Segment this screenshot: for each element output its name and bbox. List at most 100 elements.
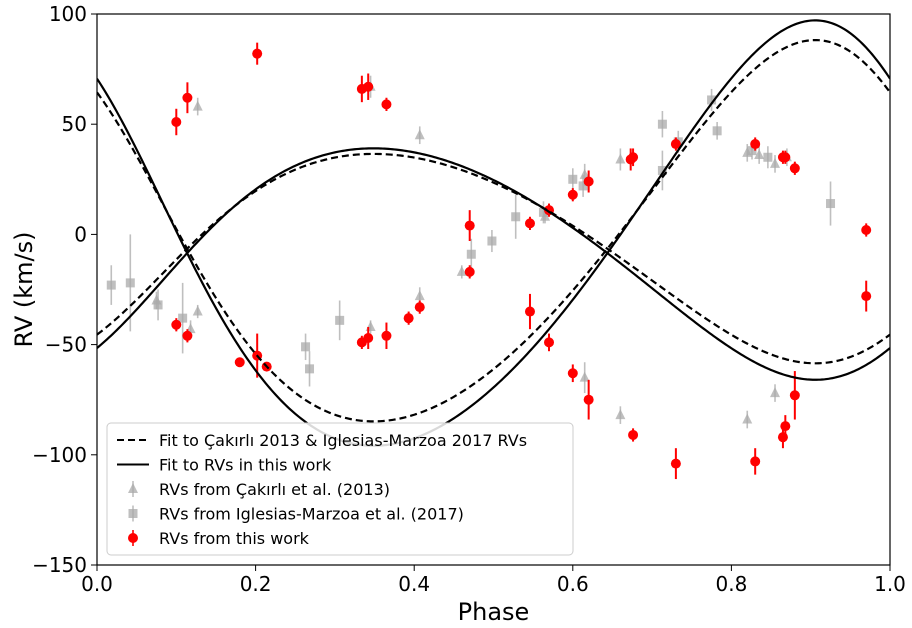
data-point <box>578 181 588 191</box>
data-layer <box>106 42 872 480</box>
legend-entry-label: RVs from this work <box>159 529 310 548</box>
data-point <box>583 394 594 405</box>
y-tick-label: 100 <box>49 2 87 26</box>
data-point <box>524 218 535 229</box>
plot-frame <box>96 13 891 566</box>
data-point <box>750 139 761 150</box>
data-point <box>615 409 626 420</box>
data-point <box>628 152 639 163</box>
data-point <box>712 126 722 136</box>
data-point <box>568 174 578 184</box>
data-point <box>770 157 781 168</box>
data-point <box>861 224 872 235</box>
data-point <box>780 421 791 432</box>
data-point <box>414 302 425 313</box>
data-point <box>363 81 374 92</box>
data-point <box>770 387 781 398</box>
data-point <box>487 236 497 246</box>
y-tick-label: 50 <box>62 112 87 136</box>
data-point <box>861 291 872 302</box>
data-point <box>381 99 392 110</box>
x-tick-label: 0.4 <box>398 572 430 596</box>
data-point <box>754 149 765 160</box>
data-point <box>538 207 548 217</box>
data-point <box>234 357 245 368</box>
data-point <box>106 280 116 290</box>
data-point <box>456 265 467 276</box>
legend-marker-swatch <box>128 483 138 493</box>
data-point <box>403 313 414 324</box>
data-point <box>381 330 392 341</box>
axis-ticks-layer: 0.0 0.2 0.4 0.6 0.8 1.0 −150 −100 −50 0 50 100 <box>32 2 906 596</box>
data-point <box>615 153 626 164</box>
fit-curves-layer <box>97 19 890 447</box>
legend-entry-label: Fit to Çakırlı 2013 & Iglesias-Marzoa 20… <box>159 431 527 450</box>
data-point <box>301 342 311 352</box>
x-tick-label: 0.6 <box>557 572 589 596</box>
data-point <box>182 92 193 103</box>
legend-entry-label: RVs from Iglesias-Marzoa et al. (2017) <box>159 505 464 524</box>
data-point <box>414 129 425 140</box>
data-point <box>464 266 475 277</box>
data-point <box>544 337 555 348</box>
data-point <box>252 48 263 59</box>
x-tick-label: 0.0 <box>81 572 113 596</box>
fit-curve-2-secondary <box>97 19 890 447</box>
legend-entries: Fit to Çakırlı 2013 & Iglesias-Marzoa 20… <box>117 431 527 548</box>
data-point <box>747 146 757 156</box>
legend-entry-label: Fit to RVs in this work <box>159 456 332 475</box>
data-point <box>171 319 182 330</box>
data-point <box>524 306 535 317</box>
x-axis-label: Phase <box>458 598 530 626</box>
y-tick-label: −50 <box>45 333 87 357</box>
x-tick-label: 0.2 <box>240 572 272 596</box>
data-point <box>153 300 163 310</box>
legend: Fit to Çakırlı 2013 & Iglesias-Marzoa 20… <box>106 422 574 556</box>
data-point <box>670 458 681 469</box>
y-tick-label: −100 <box>32 443 87 467</box>
data-point <box>178 313 188 323</box>
data-point <box>567 189 578 200</box>
data-point <box>182 330 193 341</box>
fit-curve-2-primary <box>97 147 890 381</box>
data-point <box>579 168 590 179</box>
data-point <box>567 368 578 379</box>
data-point <box>742 413 753 424</box>
data-point <box>466 249 476 259</box>
data-point <box>789 390 800 401</box>
data-point <box>579 371 590 382</box>
data-point <box>789 163 800 174</box>
data-point <box>125 278 135 288</box>
data-point <box>707 95 717 105</box>
data-point <box>335 315 345 325</box>
fit-curve-1-secondary <box>97 38 890 423</box>
data-point <box>414 290 425 301</box>
data-point <box>464 220 475 231</box>
data-point <box>363 332 374 343</box>
y-tick-label: 0 <box>74 222 87 246</box>
data-point <box>628 429 639 440</box>
x-tick-label: 0.8 <box>715 572 747 596</box>
y-tick-label: −150 <box>32 553 87 577</box>
legend-box <box>106 422 574 556</box>
y-axis-label: RV (km/s) <box>10 231 38 347</box>
data-point <box>670 139 681 150</box>
data-point <box>750 456 761 467</box>
legend-marker-swatch <box>128 509 138 518</box>
data-point <box>826 199 836 209</box>
data-point <box>192 305 203 316</box>
data-point <box>780 152 791 163</box>
data-point <box>777 432 788 443</box>
legend-marker-swatch <box>128 533 138 543</box>
data-point <box>657 119 667 129</box>
series-3 <box>171 42 872 480</box>
data-point <box>583 176 594 187</box>
x-tick-label: 1.0 <box>874 572 906 596</box>
data-point <box>171 116 182 127</box>
data-point <box>192 100 203 111</box>
data-point <box>763 152 773 162</box>
legend-entry-label: RVs from Çakırlı et al. (2013) <box>159 480 390 499</box>
data-point <box>657 165 667 175</box>
data-point <box>305 364 315 374</box>
